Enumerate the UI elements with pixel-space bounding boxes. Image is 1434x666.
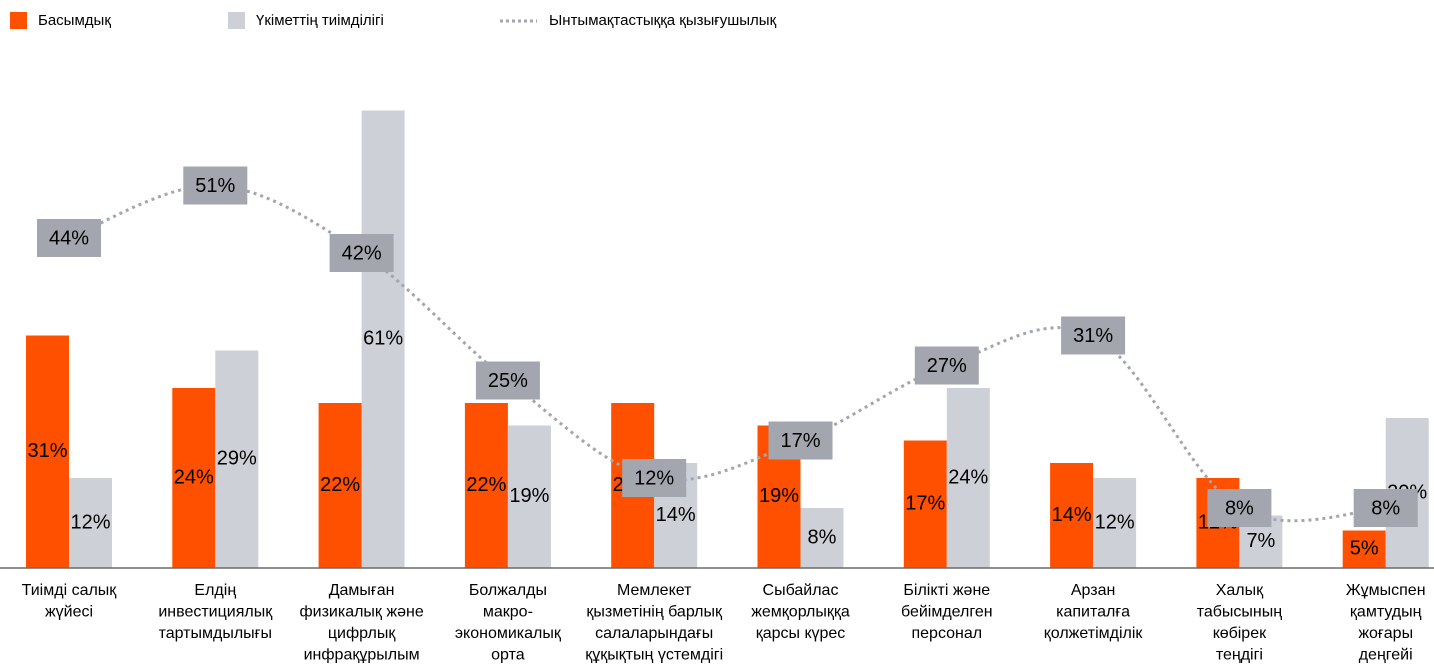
x-tick-label: Жұмыспен	[1346, 582, 1426, 599]
x-tick-label: жемқорлыққа	[751, 604, 850, 621]
x-tick-label: инфрақұрылым	[304, 647, 420, 664]
data-label-box	[622, 459, 687, 497]
x-tick-label: капиталға	[1056, 604, 1130, 621]
legend-label: Үкіметтің тиімділігі	[256, 12, 384, 29]
line	[68, 183, 1386, 523]
bar	[464, 403, 508, 568]
bar	[507, 425, 551, 568]
x-tick-label: физикалық және	[299, 604, 423, 621]
x-tick-label: персонал	[911, 625, 982, 642]
data-label: 8%	[808, 526, 837, 548]
data-label: 17%	[780, 430, 820, 452]
bar	[318, 403, 362, 568]
data-label-box	[1061, 316, 1126, 355]
legend-swatch	[10, 12, 27, 29]
data-label: 8%	[1371, 497, 1400, 519]
data-label: 14%	[656, 504, 696, 526]
data-label-box	[768, 421, 833, 460]
bar	[69, 478, 112, 568]
x-tick-label: Арзан	[1071, 582, 1115, 599]
data-label-box	[183, 166, 248, 205]
x-tick-label: жүйесі	[45, 604, 93, 621]
data-label-box	[914, 346, 979, 385]
x-tick-label: Білікті және	[903, 582, 990, 599]
x-tick-label: тартымдылығы	[159, 625, 272, 642]
data-label-box	[37, 219, 101, 257]
x-tick-label: салаларындағы	[595, 625, 713, 642]
data-label: 27%	[927, 355, 967, 377]
data-label: 24%	[948, 466, 988, 488]
data-label: 25%	[488, 370, 528, 392]
data-label: 22%	[466, 474, 506, 496]
bar	[172, 388, 216, 568]
bar	[1093, 478, 1137, 568]
bar	[1342, 530, 1386, 568]
data-label: 31%	[27, 440, 67, 462]
legend-swatch	[228, 12, 245, 29]
data-label-box	[1353, 489, 1418, 527]
x-tick-label: Тиімді салық	[22, 582, 118, 599]
bar	[946, 388, 990, 568]
data-label: 24%	[174, 466, 214, 488]
bar	[215, 350, 259, 568]
data-label: 51%	[195, 175, 235, 197]
data-label: 19%	[509, 485, 549, 507]
x-tick-label: Сыбайлас	[763, 582, 839, 599]
x-tick-label: деңгейі	[1359, 647, 1413, 664]
x-tick-label: қарсы күрес	[756, 625, 846, 642]
data-label: 42%	[342, 242, 382, 264]
legend-label: Ынтымақтастыққа қызығушылық	[549, 12, 777, 29]
data-label: 19%	[759, 485, 799, 507]
data-label: 17%	[905, 493, 945, 515]
x-tick-label: жоғары	[1358, 625, 1413, 642]
data-label: 31%	[1073, 325, 1113, 347]
data-label: 61%	[363, 328, 403, 350]
data-label-box	[1207, 489, 1272, 527]
x-tick-label: Халық	[1216, 582, 1264, 599]
bar	[800, 508, 844, 568]
data-label-box	[475, 361, 540, 400]
x-tick-label: орта	[491, 647, 525, 664]
data-label: 22%	[320, 474, 360, 496]
data-label: 14%	[1052, 504, 1092, 526]
x-tick-label: Мемлекет	[617, 582, 692, 599]
data-label: 12%	[1095, 511, 1135, 533]
x-tick-label: цифрлық	[328, 625, 396, 642]
x-tick-label: қамтудың	[1350, 604, 1422, 621]
bar	[361, 110, 405, 568]
data-label: 44%	[49, 227, 89, 249]
x-tick-label: макро-	[483, 604, 533, 621]
x-tick-label: инвестициялық	[158, 604, 273, 621]
x-tick-label: қолжетімділік	[1044, 625, 1144, 642]
x-tick-label: көбірек	[1213, 625, 1267, 642]
x-tick-label: теңдігі	[1216, 647, 1263, 664]
x-tick-label: Болжалды	[469, 582, 547, 599]
data-label: 12%	[634, 467, 674, 489]
data-label: 8%	[1225, 497, 1254, 519]
bar	[26, 335, 69, 568]
x-tick-label: құқықтың үстемдігі	[585, 647, 723, 664]
x-tick-label: Дамыған	[329, 582, 395, 599]
data-label-box	[329, 234, 394, 272]
legend-label: Басымдық	[38, 12, 111, 29]
x-tick-label: қызметінің барлық	[586, 604, 723, 621]
data-label: 5%	[1350, 538, 1379, 560]
bar	[1050, 463, 1094, 568]
x-tick-label: экономикалық	[455, 625, 562, 642]
x-tick-label: Елдің	[194, 582, 236, 599]
bar	[903, 440, 947, 568]
x-tick-label: табысының	[1197, 604, 1283, 621]
data-label: 12%	[70, 511, 110, 533]
data-label: 29%	[217, 448, 257, 470]
x-tick-label: бейімделген	[901, 604, 993, 621]
data-label: 7%	[1246, 530, 1275, 552]
